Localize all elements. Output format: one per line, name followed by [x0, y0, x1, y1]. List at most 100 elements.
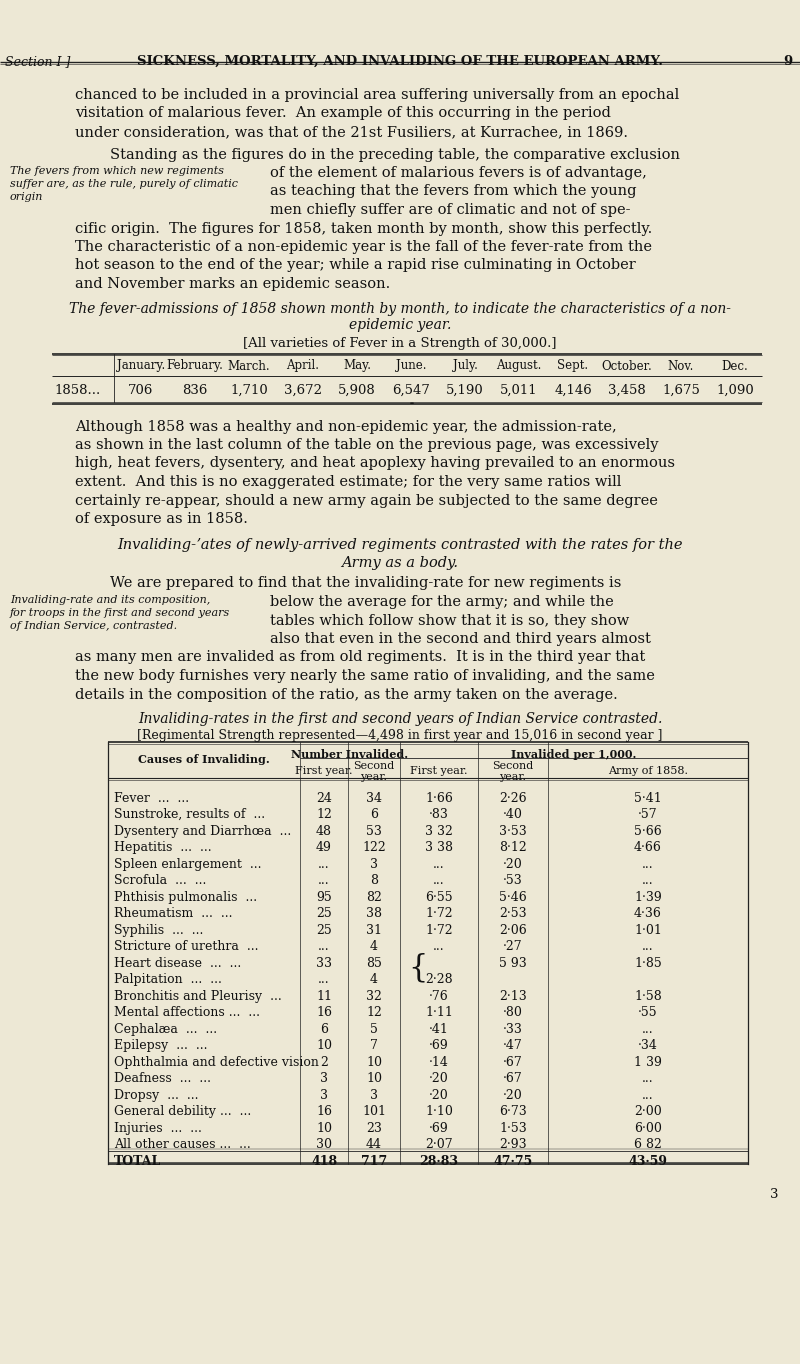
- Text: Invalided per 1,000.: Invalided per 1,000.: [511, 749, 637, 760]
- Text: under consideration, was that of the 21st Fusiliers, at Kurrachee, in 1869.: under consideration, was that of the 21s…: [75, 125, 628, 139]
- Text: 38: 38: [366, 907, 382, 921]
- Text: 1,675: 1,675: [662, 383, 700, 397]
- Text: 1,710: 1,710: [230, 383, 268, 397]
- Text: 706: 706: [128, 383, 154, 397]
- Text: 25: 25: [316, 923, 332, 937]
- Text: visitation of malarious fever.  An example of this occurring in the period: visitation of malarious fever. An exampl…: [75, 106, 611, 120]
- Text: 12: 12: [316, 807, 332, 821]
- Text: ...: ...: [318, 940, 330, 953]
- Text: Syphilis  ...  ...: Syphilis ... ...: [114, 923, 203, 937]
- Text: chanced to be included in a provincial area suffering universally from an epocha: chanced to be included in a provincial a…: [75, 89, 679, 102]
- Text: ...: ...: [642, 940, 654, 953]
- Text: Dropsy  ...  ...: Dropsy ... ...: [114, 1088, 198, 1102]
- Text: 6 82: 6 82: [634, 1138, 662, 1151]
- Text: The characteristic of a non-epidemic year is the fall of the fever-rate from the: The characteristic of a non-epidemic yea…: [75, 240, 652, 254]
- Text: Sept.: Sept.: [558, 360, 589, 372]
- Text: Rheumatism  ...  ...: Rheumatism ... ...: [114, 907, 233, 921]
- Text: 3: 3: [320, 1088, 328, 1102]
- Text: TOTAL: TOTAL: [114, 1154, 162, 1168]
- Text: 6,547: 6,547: [392, 383, 430, 397]
- Text: 1·72: 1·72: [425, 923, 453, 937]
- Text: Dysentery and Diarrhœa  ...: Dysentery and Diarrhœa ...: [114, 825, 291, 837]
- Text: Dec.: Dec.: [722, 360, 748, 372]
- Text: January.: January.: [117, 360, 165, 372]
- Text: 11: 11: [316, 989, 332, 1003]
- Text: ...: ...: [433, 858, 445, 870]
- Text: Mental affections ...  ...: Mental affections ... ...: [114, 1007, 260, 1019]
- Text: of Indian Service, contrasted.: of Indian Service, contrasted.: [10, 621, 177, 632]
- Text: 4,146: 4,146: [554, 383, 592, 397]
- Text: ...: ...: [433, 874, 445, 887]
- Text: ...: ...: [318, 874, 330, 887]
- Text: 7: 7: [370, 1039, 378, 1052]
- Text: June.: June.: [396, 360, 426, 372]
- Text: of exposure as in 1858.: of exposure as in 1858.: [75, 512, 248, 527]
- Text: Epilepsy  ...  ...: Epilepsy ... ...: [114, 1039, 207, 1052]
- Text: Army as a body.: Army as a body.: [342, 557, 458, 570]
- Text: 5·46: 5·46: [499, 891, 527, 903]
- Text: 1858...: 1858...: [54, 383, 100, 397]
- Text: details in the composition of the ratio, as the army taken on the average.: details in the composition of the ratio,…: [75, 687, 618, 701]
- Text: ·41: ·41: [429, 1023, 449, 1035]
- Text: Cephalæa  ...  ...: Cephalæa ... ...: [114, 1023, 217, 1035]
- Text: 1·11: 1·11: [425, 1007, 453, 1019]
- Text: 34: 34: [366, 791, 382, 805]
- Text: 2·93: 2·93: [499, 1138, 527, 1151]
- Text: certainly re-appear, should a new army again be subjected to the same degree: certainly re-appear, should a new army a…: [75, 494, 658, 507]
- Text: origin: origin: [10, 192, 43, 202]
- Text: The fevers from which new regiments: The fevers from which new regiments: [10, 166, 224, 176]
- Text: 16: 16: [316, 1007, 332, 1019]
- Text: 8: 8: [370, 874, 378, 887]
- Text: SICKNESS, MORTALITY, AND INVALIDING OF THE EUROPEAN ARMY.: SICKNESS, MORTALITY, AND INVALIDING OF T…: [137, 55, 663, 68]
- Text: 48: 48: [316, 825, 332, 837]
- Text: March.: March.: [228, 360, 270, 372]
- Text: 6·73: 6·73: [499, 1105, 527, 1118]
- Text: 95: 95: [316, 891, 332, 903]
- Text: 2·28: 2·28: [425, 973, 453, 986]
- Text: 24: 24: [316, 791, 332, 805]
- Text: 2·26: 2·26: [499, 791, 527, 805]
- Text: 6: 6: [320, 1023, 328, 1035]
- Text: 4·66: 4·66: [634, 842, 662, 854]
- Text: Invaliding-rate and its composition,: Invaliding-rate and its composition,: [10, 595, 210, 606]
- Text: 3: 3: [370, 858, 378, 870]
- Text: 1·72: 1·72: [425, 907, 453, 921]
- Text: 30: 30: [316, 1138, 332, 1151]
- Text: ·57: ·57: [638, 807, 658, 821]
- Text: and November marks an epidemic season.: and November marks an epidemic season.: [75, 277, 390, 291]
- Text: First year.: First year.: [410, 767, 468, 776]
- Text: First year.: First year.: [295, 767, 353, 776]
- Text: hot season to the end of the year; while a rapid rise culminating in October: hot season to the end of the year; while…: [75, 259, 636, 273]
- Text: 8·12: 8·12: [499, 842, 527, 854]
- Text: 1·39: 1·39: [634, 891, 662, 903]
- Text: 49: 49: [316, 842, 332, 854]
- Text: 3: 3: [320, 1072, 328, 1084]
- Text: suffer are, as the rule, purely of climatic: suffer are, as the rule, purely of clima…: [10, 179, 238, 190]
- Text: ·34: ·34: [638, 1039, 658, 1052]
- Text: ·80: ·80: [503, 1007, 523, 1019]
- Text: Standing as the figures do in the preceding table, the comparative exclusion: Standing as the figures do in the preced…: [110, 147, 680, 161]
- Text: 3 38: 3 38: [425, 842, 453, 854]
- Text: ·53: ·53: [503, 874, 523, 887]
- Text: ...: ...: [642, 1088, 654, 1102]
- Text: August.: August.: [496, 360, 542, 372]
- Text: 6·00: 6·00: [634, 1121, 662, 1135]
- Text: 53: 53: [366, 825, 382, 837]
- Text: 6·55: 6·55: [425, 891, 453, 903]
- Text: Army of 1858.: Army of 1858.: [608, 767, 688, 776]
- Text: Palpitation  ...  ...: Palpitation ... ...: [114, 973, 222, 986]
- Text: 3,458: 3,458: [608, 383, 646, 397]
- Text: Invaliding-rates in the first and second years of Indian Service contrasted.: Invaliding-rates in the first and second…: [138, 712, 662, 726]
- Text: Number Invalided.: Number Invalided.: [291, 749, 409, 760]
- Text: 12: 12: [366, 1007, 382, 1019]
- Text: Phthisis pulmonalis  ...: Phthisis pulmonalis ...: [114, 891, 257, 903]
- Text: July.: July.: [453, 360, 478, 372]
- Text: 4·36: 4·36: [634, 907, 662, 921]
- Text: ...: ...: [642, 1072, 654, 1084]
- Text: 3 32: 3 32: [425, 825, 453, 837]
- Text: 28·83: 28·83: [419, 1154, 458, 1168]
- Text: 10: 10: [366, 1072, 382, 1084]
- Text: year.: year.: [361, 772, 387, 782]
- Text: 2: 2: [320, 1056, 328, 1068]
- Text: ·20: ·20: [429, 1072, 449, 1084]
